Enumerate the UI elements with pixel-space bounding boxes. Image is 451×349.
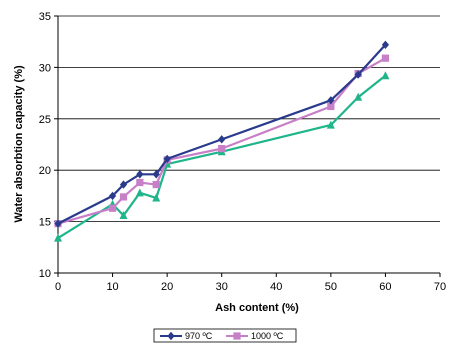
series-0-point-0 [54, 219, 62, 228]
series-2 [54, 71, 390, 242]
y-axis-title: Water absorbtion capacity (%) [13, 65, 25, 223]
legend-marker-0 [167, 331, 175, 341]
series-0-point-5 [163, 154, 171, 164]
legend-item-1: 1000 ºC [226, 331, 284, 341]
series-0-point-9 [381, 40, 390, 49]
series-0-point-8 [354, 70, 362, 79]
y-tick-label-5: 35 [39, 11, 51, 23]
x-tick-label-4: 40 [270, 281, 282, 293]
y-tick-label-1: 15 [39, 217, 51, 229]
series-layer [54, 40, 390, 242]
legend-marker-1 [233, 332, 241, 340]
series-2-point-8 [354, 92, 363, 101]
axis-layer: 10 15 20 25 30 35 0 10 20 30 40 50 60 70 [39, 11, 446, 293]
x-tick-label-5: 50 [325, 281, 337, 293]
y-tick-label-3: 25 [39, 114, 51, 126]
series-2-point-4 [152, 193, 161, 202]
series-1-point-3 [136, 178, 144, 187]
x-tick-label-2: 20 [161, 281, 173, 293]
series-1-point-1 [108, 204, 117, 212]
series-line-1 [57, 57, 386, 225]
series-1-point-4 [152, 180, 160, 189]
legend-item-0: 970 ºC [160, 331, 213, 341]
series-0-point-7 [327, 96, 335, 105]
x-tick-label-7: 70 [434, 281, 446, 293]
legend-box [153, 328, 297, 343]
series-0-point-1 [108, 191, 117, 201]
x-tick-label-0: 0 [55, 281, 61, 293]
series-1-point-9 [381, 54, 390, 62]
series-0-point-3 [136, 170, 144, 179]
series-1-point-2 [119, 193, 128, 201]
legend-label-0: 970 ºC [185, 331, 213, 341]
series-2-point-2 [119, 211, 128, 220]
x-axis-title: Ash content (%) [215, 302, 299, 314]
series-0-point-4 [152, 170, 160, 179]
y-tick-label-4: 30 [39, 62, 51, 74]
series-0-point-6 [218, 135, 226, 144]
series-0 [54, 40, 390, 228]
x-tick-label-1: 10 [106, 281, 118, 293]
legend-label-1: 1000 ºC [251, 331, 284, 341]
series-line-0 [57, 44, 387, 225]
grid-layer [58, 15, 440, 223]
series-2-point-3 [135, 188, 144, 197]
y-tick-label-0: 10 [39, 268, 51, 280]
x-tick-label-6: 60 [379, 281, 391, 293]
y-tick-label-2: 20 [39, 165, 51, 177]
series-2-point-7 [326, 120, 335, 129]
series-1-point-6 [218, 145, 226, 153]
x-tick-label-3: 30 [216, 281, 228, 293]
series-0-point-2 [119, 180, 128, 189]
series-2-point-0 [54, 233, 62, 242]
legend: 970 ºC 1000 ºC [153, 328, 297, 343]
series-line-2 [57, 74, 387, 239]
series-2-point-9 [381, 71, 390, 80]
series-1-point-7 [327, 102, 335, 111]
